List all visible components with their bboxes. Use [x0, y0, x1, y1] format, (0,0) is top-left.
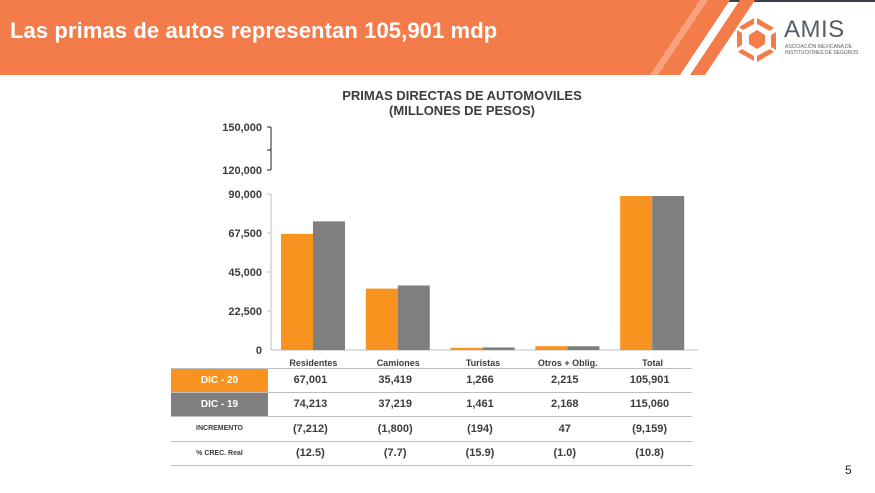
bar-otros-oblig--dic19	[567, 346, 600, 350]
bar-residentes-dic19	[313, 221, 345, 350]
bar-total-lower-dic19	[652, 196, 685, 350]
table-cell: 47	[558, 422, 571, 435]
table-cell: (1,800)	[377, 422, 413, 435]
y-tick-label: 67,500	[228, 228, 262, 240]
table-row-label: % CREC. Real	[196, 449, 243, 457]
table-row-label: DIC - 20	[171, 369, 268, 392]
table-cell: (9,159)	[632, 422, 668, 435]
table-row-label: DIC - 19	[171, 392, 268, 416]
bar-residentes-dic20	[281, 233, 313, 350]
table-cell: (15.9)	[465, 447, 495, 460]
bar-camiones-dic19	[397, 285, 430, 350]
table-cell: (12.5)	[296, 447, 325, 460]
y-tick-label: 0	[256, 345, 262, 357]
logo-subtitle: ASOCIACIÓN MEXICANA DE INSTITUCIONES DE …	[785, 44, 859, 56]
table-row: % CREC. Real (12.5) (7.7) (15.9) (1.0) (10.8)	[171, 442, 692, 466]
table-cell: (7.7)	[383, 447, 407, 460]
y-tick-label: 90,000	[228, 189, 262, 201]
bar-camiones-dic20	[365, 288, 398, 350]
table-cell: 37,219	[378, 398, 413, 411]
y-tick-label: 150,000	[222, 122, 262, 134]
x-category-label: Camiones	[377, 358, 420, 368]
y-tick-label: 45,000	[228, 267, 262, 279]
x-category-label: Otros + Oblig.	[538, 358, 598, 368]
table-cell: (7,212)	[292, 422, 328, 435]
logo-name: AMIS	[784, 16, 845, 43]
table-cell: 74,213	[293, 398, 328, 411]
table-cell: 2,215	[551, 374, 579, 387]
table-cell: 105,901	[629, 374, 670, 387]
bar-turistas-dic20	[450, 347, 483, 350]
table-cell: 1,266	[466, 374, 494, 387]
x-category-label: Total	[642, 358, 663, 368]
table-row: DIC - 19 74,213 37,219 1,461 2,168 115,060	[171, 392, 692, 417]
chart-title-sub: (MILLONES DE PESOS)	[389, 103, 535, 118]
table-cell: 67,001	[293, 374, 328, 387]
bar-total-lower-dic20	[620, 196, 653, 350]
table-cell: 2,168	[551, 398, 579, 411]
bar-turistas-dic19	[482, 347, 515, 350]
table-row-label: INCREMENTO	[196, 425, 243, 433]
y-tick-label: 22,500	[228, 306, 262, 318]
table-cell: (194)	[467, 422, 493, 435]
table-cell: 35,419	[378, 374, 413, 387]
page-number: 5	[845, 463, 852, 477]
x-category-label: Residentes	[289, 358, 337, 368]
table-cell: 1,461	[466, 398, 494, 411]
table-cell: 115,060	[630, 398, 670, 411]
chart-title: PRIMAS DIRECTAS DE AUTOMOVILES (MILLONES…	[262, 88, 662, 118]
amis-logo: AMIS ASOCIACIÓN MEXICANA DE INSTITUCIONE…	[734, 14, 869, 64]
y-tick-label: 120,000	[222, 165, 262, 177]
amis-hexagon-logo-icon	[737, 18, 776, 62]
table-row: INCREMENTO (7,212) (1,800) (194) 47 (9,159)	[171, 417, 692, 442]
chart-title-main: PRIMAS DIRECTAS DE AUTOMOVILES	[342, 88, 582, 103]
table-row: DIC - 20 67,001 35,419 1,266 2,215 105,901	[171, 368, 692, 393]
table-cell: (1.0)	[553, 447, 577, 460]
page-title: Las primas de autos representan 105,901 …	[10, 18, 498, 43]
data-table: DIC - 20 67,001 35,419 1,266 2,215 105,901 DIC…	[171, 368, 692, 466]
title-banner	[0, 0, 755, 75]
x-category-label: Turistas	[466, 358, 500, 368]
bar-otros-oblig--dic20	[535, 346, 568, 350]
table-cell: (10.8)	[635, 447, 664, 460]
